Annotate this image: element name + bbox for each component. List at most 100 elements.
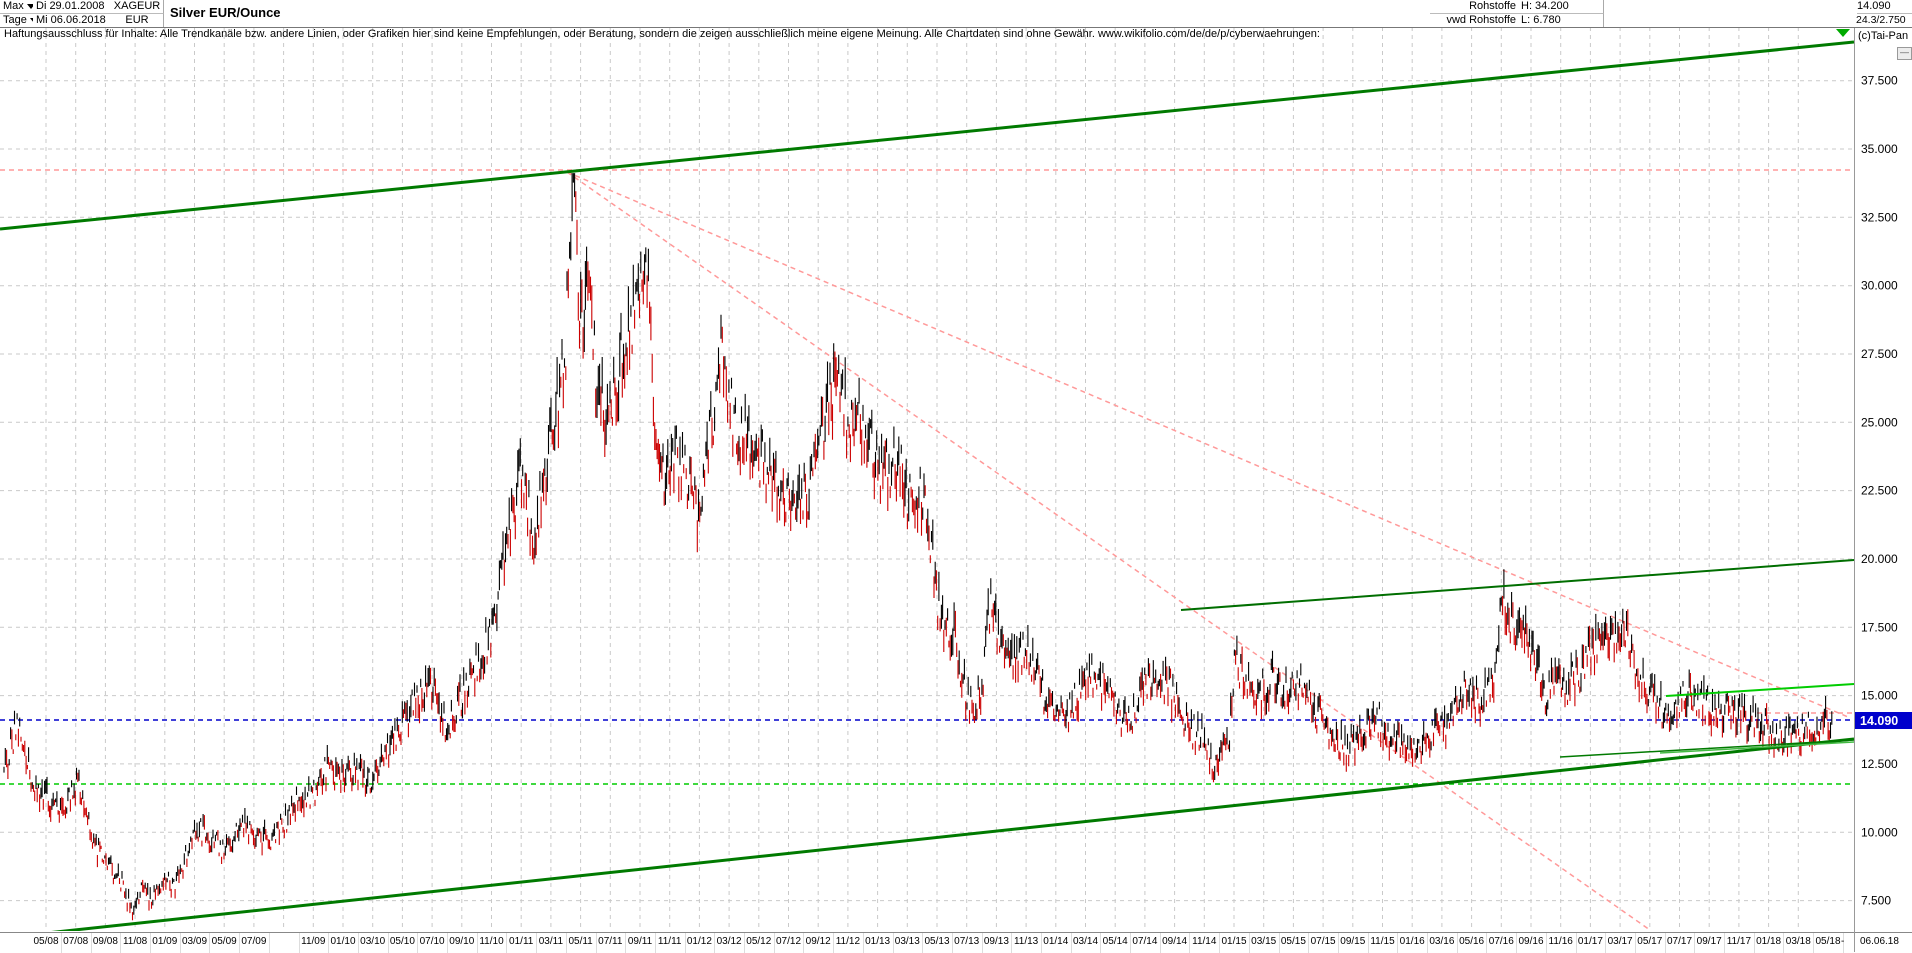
x-axis-label: 01/13: [865, 936, 891, 947]
x-axis-label: 01/09: [152, 936, 178, 947]
y-axis-label: 27.500: [1861, 347, 1898, 361]
y-axis-label: 10.000: [1861, 825, 1898, 839]
x-axis-cell-divider: [1337, 933, 1339, 953]
x-axis-label: 11/11: [657, 936, 682, 947]
x-axis-cell-divider: [1545, 933, 1547, 953]
x-axis-label: 01/16: [1399, 936, 1425, 947]
x-axis-label: 03/15: [1251, 936, 1277, 947]
y-axis-label: 35.000: [1861, 142, 1898, 156]
x-axis-cell-divider: [1278, 933, 1280, 953]
y-axis-label: 32.500: [1861, 210, 1898, 224]
x-axis-cell-divider: [714, 933, 716, 953]
taipan-copyright: (c)Tai-Pan: [1858, 30, 1909, 42]
x-axis-label: 05/12: [746, 936, 772, 947]
x-axis-label: 09/16: [1518, 936, 1544, 947]
x-axis-cell-divider: [833, 933, 834, 953]
x-axis-label: 11/17: [1726, 936, 1752, 947]
x-axis-cell-divider: [773, 933, 775, 953]
x-axis-cell-divider: [1159, 933, 1161, 953]
date-from-field[interactable]: Di 29.01.2008: [33, 0, 114, 14]
x-axis-cell-divider: [1456, 933, 1458, 953]
x-axis-cell-divider: [892, 933, 894, 953]
x-axis-cell-divider: [1694, 933, 1696, 953]
chevron-down-icon: [26, 3, 35, 9]
x-axis-label: 11/14: [1192, 936, 1217, 947]
x-axis-label: 01/12: [686, 936, 712, 947]
x-axis-cell-divider: [1813, 933, 1815, 953]
x-axis-label: 11/13: [1013, 936, 1039, 947]
x-axis-cell-divider: [476, 933, 478, 953]
x-axis-cell-divider: [446, 933, 448, 953]
x-axis-cell-divider: [1011, 933, 1013, 953]
x-axis-label: 03/09: [181, 936, 208, 947]
x-axis-label: 01/10: [330, 936, 356, 947]
x-axis-cell-divider: [625, 933, 627, 953]
x-axis-cell-divider: [1664, 933, 1666, 953]
x-axis-cell-divider: [1575, 933, 1577, 953]
x-axis-cell-divider: [1130, 933, 1131, 953]
x-axis-cell-divider: [209, 933, 211, 953]
upper-channel-line[interactable]: [0, 40, 1854, 231]
price-bars-up: [3, 173, 1833, 915]
x-axis-dash-cell: -: [1841, 936, 1845, 947]
bright-trend-line[interactable]: [1665, 683, 1854, 697]
x-axis-cell-divider: [1486, 933, 1488, 953]
period-dropdown[interactable]: Max: [0, 0, 36, 14]
x-axis-label: 11/08: [122, 936, 148, 947]
x-axis-label: 07/10: [419, 936, 445, 947]
x-axis-cell-divider: [1605, 933, 1607, 953]
x-axis-label: 05/18: [1815, 936, 1841, 947]
chart-header: Max Di 29.01.2008 XAGEUR Tage Mi 06.06.2…: [0, 0, 1912, 28]
x-axis-cell-divider: [506, 933, 508, 953]
price-bars-down: [6, 191, 1830, 921]
plot-area[interactable]: [0, 27, 1854, 938]
y-axis-label: 12.500: [1861, 757, 1898, 771]
mid-trend-line[interactable]: [1180, 559, 1854, 611]
y-axis-label: 22.500: [1861, 484, 1898, 498]
x-axis-label: 03/16: [1429, 936, 1455, 947]
thin-light-trend-line[interactable]: [1659, 741, 1854, 754]
date-to-field[interactable]: Mi 06.06.2018: [33, 14, 114, 27]
x-axis-label: 01/17: [1577, 936, 1603, 947]
axis-column-divider: [1854, 0, 1855, 952]
thin-dark-trend-line[interactable]: [1559, 739, 1854, 758]
x-axis-cell-divider: [417, 933, 419, 953]
x-axis-cell-divider: [298, 933, 300, 953]
x-axis-cell-divider: [268, 933, 270, 953]
x-axis-label: 05/10: [389, 936, 415, 947]
x-axis-cell-divider: [1040, 933, 1042, 953]
minimize-button[interactable]: —: [1897, 47, 1912, 60]
x-axis-cell-divider: [684, 933, 686, 953]
y-axis-label: 25.000: [1861, 415, 1898, 429]
x-axis-cell-divider: [536, 933, 538, 953]
x-axis-cell-divider: [1397, 933, 1399, 953]
last-price-header: 14.090: [1857, 0, 1912, 14]
y-axis-label: 20.000: [1861, 552, 1898, 566]
x-axis-label: 11/10: [479, 936, 504, 947]
fan-line-steep: [566, 171, 1651, 931]
x-axis-cell-divider: [922, 933, 924, 953]
x-axis-label: 11/15: [1370, 936, 1395, 947]
x-axis-label: 01/18: [1756, 936, 1782, 947]
interval-dropdown[interactable]: Tage: [0, 14, 36, 27]
x-axis-label: 05/15: [1280, 936, 1306, 947]
x-axis-cell-divider: [744, 933, 745, 953]
y-axis-label: 30.000: [1861, 279, 1898, 293]
grid-vertical: [45, 27, 1799, 931]
x-axis-cell-divider: [1634, 933, 1636, 953]
x-axis-cell-divider: [1308, 933, 1310, 953]
x-axis-cell-divider: [328, 933, 330, 953]
x-axis-cell-divider: [239, 933, 240, 953]
x-axis-label: 03/10: [360, 936, 386, 947]
x-axis-label: 09/10: [449, 936, 475, 947]
x-axis-label: 01/15: [1221, 936, 1247, 947]
x-axis-cell-divider: [981, 933, 983, 953]
x-axis-cell-divider: [1367, 933, 1369, 953]
x-axis-label: 09/15: [1340, 936, 1366, 947]
x-axis-end-date: 06.06.18: [1860, 936, 1899, 947]
x-axis-cell-divider: [595, 933, 597, 953]
x-axis-label: 09/13: [983, 936, 1009, 947]
y-axis-label: 7.500: [1861, 894, 1891, 908]
lower-channel-line[interactable]: [0, 737, 1854, 938]
